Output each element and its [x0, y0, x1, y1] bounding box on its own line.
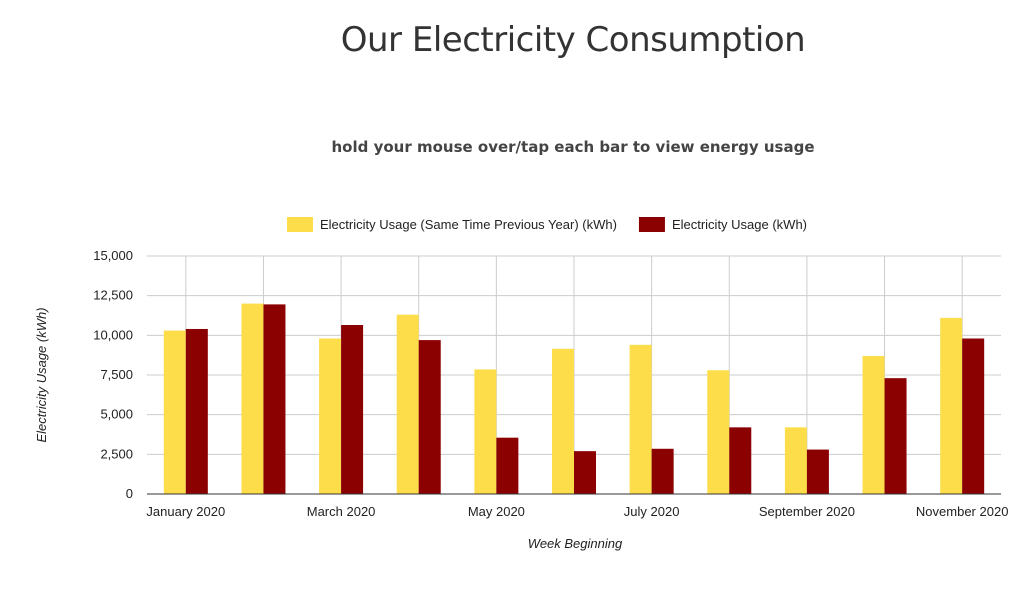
x-tick-label: November 2020: [916, 504, 1009, 519]
bar-previous-year: [319, 338, 342, 494]
bar-previous-year: [552, 348, 574, 494]
bar-previous-year: [629, 344, 652, 494]
bar-previous-year: [862, 355, 885, 494]
bar-previous-year: [396, 314, 419, 494]
y-tick-label: 2,500: [100, 446, 133, 461]
bar-current: [962, 338, 985, 494]
bar-current: [574, 451, 596, 494]
y-axis-title: Electricity Usage (kWh): [34, 307, 49, 442]
bar-current: [185, 328, 208, 494]
y-tick-label: 0: [126, 486, 133, 501]
bar-previous-year: [241, 303, 264, 494]
bar-current: [263, 304, 286, 494]
legend-swatch: [638, 217, 665, 232]
y-tick-label: 12,500: [93, 288, 133, 303]
y-tick-label: 7,500: [100, 367, 133, 382]
legend-swatch: [287, 217, 313, 232]
axes: 0 2,500 5,000 7,500 10,000 12,500 15,000 Januar…: [34, 248, 1008, 551]
bar-current: [341, 325, 364, 494]
bar-previous-year: [707, 370, 730, 494]
legend: Electricity Usage (Same Time Previous Ye…: [287, 217, 807, 232]
page-title: Our Electricity Consumption: [340, 20, 806, 60]
chart-subtitle: hold your mouse over/tap each bar to vie…: [331, 138, 815, 156]
bar-current: [651, 448, 674, 494]
bar-current: [496, 437, 519, 494]
x-tick-label: March 2020: [307, 504, 376, 519]
legend-label: Electricity Usage (kWh): [672, 217, 807, 232]
y-tick-label: 10,000: [93, 327, 133, 342]
bar-previous-year: [474, 369, 497, 494]
bar-current: [884, 378, 907, 494]
bars: [163, 303, 985, 494]
x-tick-label: September 2020: [759, 504, 855, 519]
bar-current: [729, 427, 752, 494]
x-tick-label: July 2020: [624, 504, 680, 519]
bar-previous-year: [163, 330, 186, 494]
legend-label: Electricity Usage (Same Time Previous Ye…: [320, 217, 617, 232]
x-tick-label: January 2020: [146, 504, 225, 519]
y-tick-label: 5,000: [100, 407, 133, 422]
bar-previous-year: [784, 427, 807, 494]
bar-previous-year: [940, 317, 963, 494]
y-tick-label: 15,000: [93, 248, 133, 263]
x-axis-title: Week Beginning: [528, 536, 623, 551]
x-tick-label: May 2020: [468, 504, 525, 519]
bar-current: [418, 340, 441, 494]
bar-current: [806, 449, 829, 494]
